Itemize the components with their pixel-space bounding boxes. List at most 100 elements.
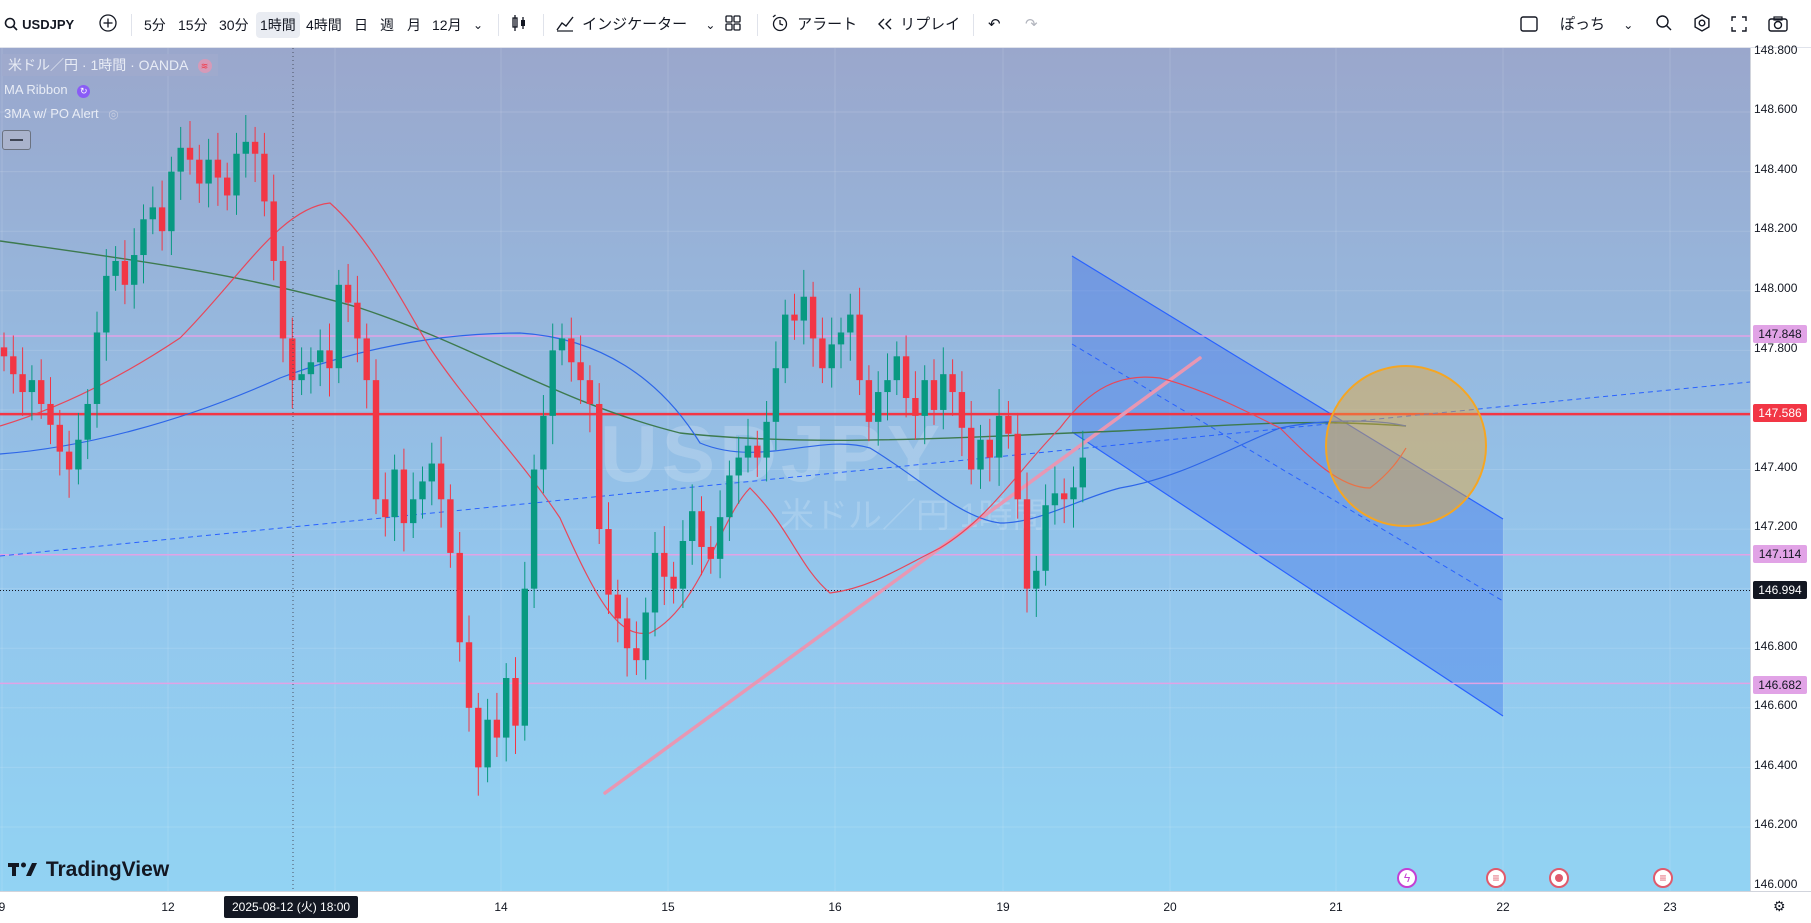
candle-body	[744, 445, 752, 458]
time-tick: 16	[828, 900, 842, 914]
separator	[543, 14, 544, 36]
indicators-button[interactable]: インジケーター ⌄	[556, 12, 715, 38]
interval-5m[interactable]: 5分	[144, 17, 166, 33]
candle-body	[902, 356, 910, 399]
price-tick: 147.800	[1754, 341, 1798, 355]
interval-15m[interactable]: 15分	[178, 17, 208, 33]
candle-body	[596, 403, 603, 530]
interval-1h[interactable]: 1時間	[256, 12, 300, 38]
quick-search-icon[interactable]	[1655, 12, 1673, 38]
candle-body	[186, 147, 194, 160]
candle-body	[0, 347, 8, 357]
price-axis[interactable]: 148.800 148.600 148.400 148.200 148.000 …	[1750, 43, 1811, 891]
candle-body	[19, 374, 26, 393]
candle-body	[317, 350, 324, 363]
price-tick: 146.400	[1754, 758, 1798, 772]
time-tick: 22	[1496, 900, 1510, 914]
candle-body	[623, 618, 631, 649]
interval-month[interactable]: 月	[407, 17, 421, 33]
candle-body	[391, 469, 398, 518]
candle-body	[642, 612, 649, 661]
candle-body	[75, 439, 82, 470]
candle-body	[763, 421, 770, 458]
separator	[973, 14, 974, 36]
candle-style-icon[interactable]	[510, 12, 528, 38]
ma-slow-line	[0, 240, 1407, 441]
collapse-legend-button[interactable]	[2, 130, 31, 150]
candle-body	[1079, 457, 1086, 488]
indicator-ma-ribbon[interactable]: MA Ribbon ↻	[4, 82, 91, 98]
user-menu[interactable]: ぽっち ⌄	[1560, 12, 1633, 38]
event-us-flag-icon[interactable]: ≡	[1653, 868, 1673, 888]
price-tag-crosshair: 146.994	[1753, 581, 1807, 599]
layouts-grid-icon[interactable]	[724, 12, 742, 38]
time-tick: 19	[996, 900, 1010, 914]
candle-body	[251, 141, 259, 154]
candle-body	[475, 707, 482, 768]
candle-body	[586, 380, 594, 404]
chart-pane[interactable]: USDJPY 米ドル／円 1時間 米ドル／円 · 1時間 · OANDA ≋ M…	[0, 48, 1750, 891]
camera-icon[interactable]	[1768, 12, 1788, 38]
indicator-3ma-alert[interactable]: 3MA w/ PO Alert ◎	[4, 106, 119, 121]
fullscreen-icon[interactable]	[1731, 12, 1747, 38]
interval-4h[interactable]: 4時間	[306, 17, 342, 33]
replay-button[interactable]: リプレイ	[876, 12, 960, 38]
interval-30m[interactable]: 30分	[219, 17, 249, 33]
candle-body	[930, 380, 938, 410]
symbol-label: USDJPY	[22, 17, 75, 32]
candle-body	[847, 314, 854, 333]
chevron-down-icon: ⌄	[1623, 18, 1634, 32]
event-us-flag-icon[interactable]: ≡	[1486, 868, 1506, 888]
symbol-search[interactable]: USDJPY	[4, 12, 74, 38]
interval-day[interactable]: 日	[354, 17, 368, 33]
time-tick: 20	[1163, 900, 1177, 914]
layout-toggle-icon[interactable]	[1520, 12, 1538, 38]
chart-legend-title[interactable]: 米ドル／円 · 1時間 · OANDA ≋	[2, 54, 218, 76]
candle-body	[354, 302, 361, 339]
interval-week[interactable]: 週	[380, 17, 394, 33]
candle-body	[493, 719, 501, 738]
indicator2-label: 3MA w/ PO Alert	[4, 106, 99, 121]
chevron-down-icon[interactable]: ⌄	[473, 18, 484, 32]
ma-fast-line	[0, 202, 1407, 635]
candle-body	[772, 368, 780, 422]
candle-body	[1051, 493, 1059, 506]
candlestick-plot[interactable]	[0, 48, 1750, 891]
legend-title: 米ドル／円 · 1時間 · OANDA	[8, 57, 188, 73]
candle-body	[884, 380, 891, 393]
price-tick: 146.600	[1754, 698, 1798, 712]
candle-body	[530, 469, 538, 589]
rewind-icon	[878, 18, 892, 30]
channel-mid-line	[1071, 343, 1504, 602]
tradingview-logo[interactable]: TradingView	[8, 858, 169, 882]
candle-body	[661, 552, 668, 577]
candle-body	[382, 499, 389, 518]
interval-12month[interactable]: 12月	[432, 17, 462, 33]
candle-body	[298, 374, 305, 381]
redo-icon[interactable]: ↷	[1025, 16, 1038, 33]
alert-button[interactable]: アラート	[771, 12, 857, 38]
candle-body	[921, 380, 928, 416]
compare-plus-icon[interactable]	[98, 12, 118, 38]
candle-body	[968, 427, 975, 470]
price-tick: 147.200	[1754, 519, 1798, 533]
undo-icon[interactable]: ↶	[988, 16, 1001, 33]
candle-body	[809, 296, 817, 339]
candle-body	[112, 260, 119, 276]
price-tick: 146.200	[1754, 817, 1798, 831]
candle-body	[344, 284, 352, 303]
separator	[498, 14, 499, 36]
settings-gear-icon[interactable]	[1693, 12, 1711, 38]
candle-body	[270, 201, 277, 261]
candle-body	[1061, 493, 1068, 500]
event-jp-flag-icon[interactable]	[1549, 868, 1569, 888]
event-lightning-icon[interactable]: ϟ	[1397, 868, 1417, 888]
time-axis[interactable]: 9 12 14 15 16 19 20 21 22 23 2025-08-12 …	[0, 891, 1811, 923]
candle-body	[791, 314, 798, 321]
candle-body	[735, 457, 742, 476]
candle-body	[289, 338, 296, 381]
candle-body	[158, 207, 166, 232]
candle-body	[707, 546, 714, 559]
separator	[131, 14, 132, 36]
time-axis-settings-icon[interactable]: ⚙	[1773, 898, 1786, 914]
